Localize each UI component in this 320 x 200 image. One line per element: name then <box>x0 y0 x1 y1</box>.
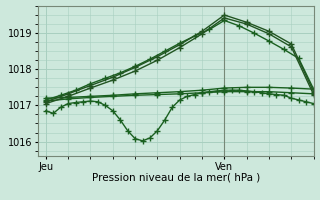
X-axis label: Pression niveau de la mer( hPa ): Pression niveau de la mer( hPa ) <box>92 173 260 183</box>
